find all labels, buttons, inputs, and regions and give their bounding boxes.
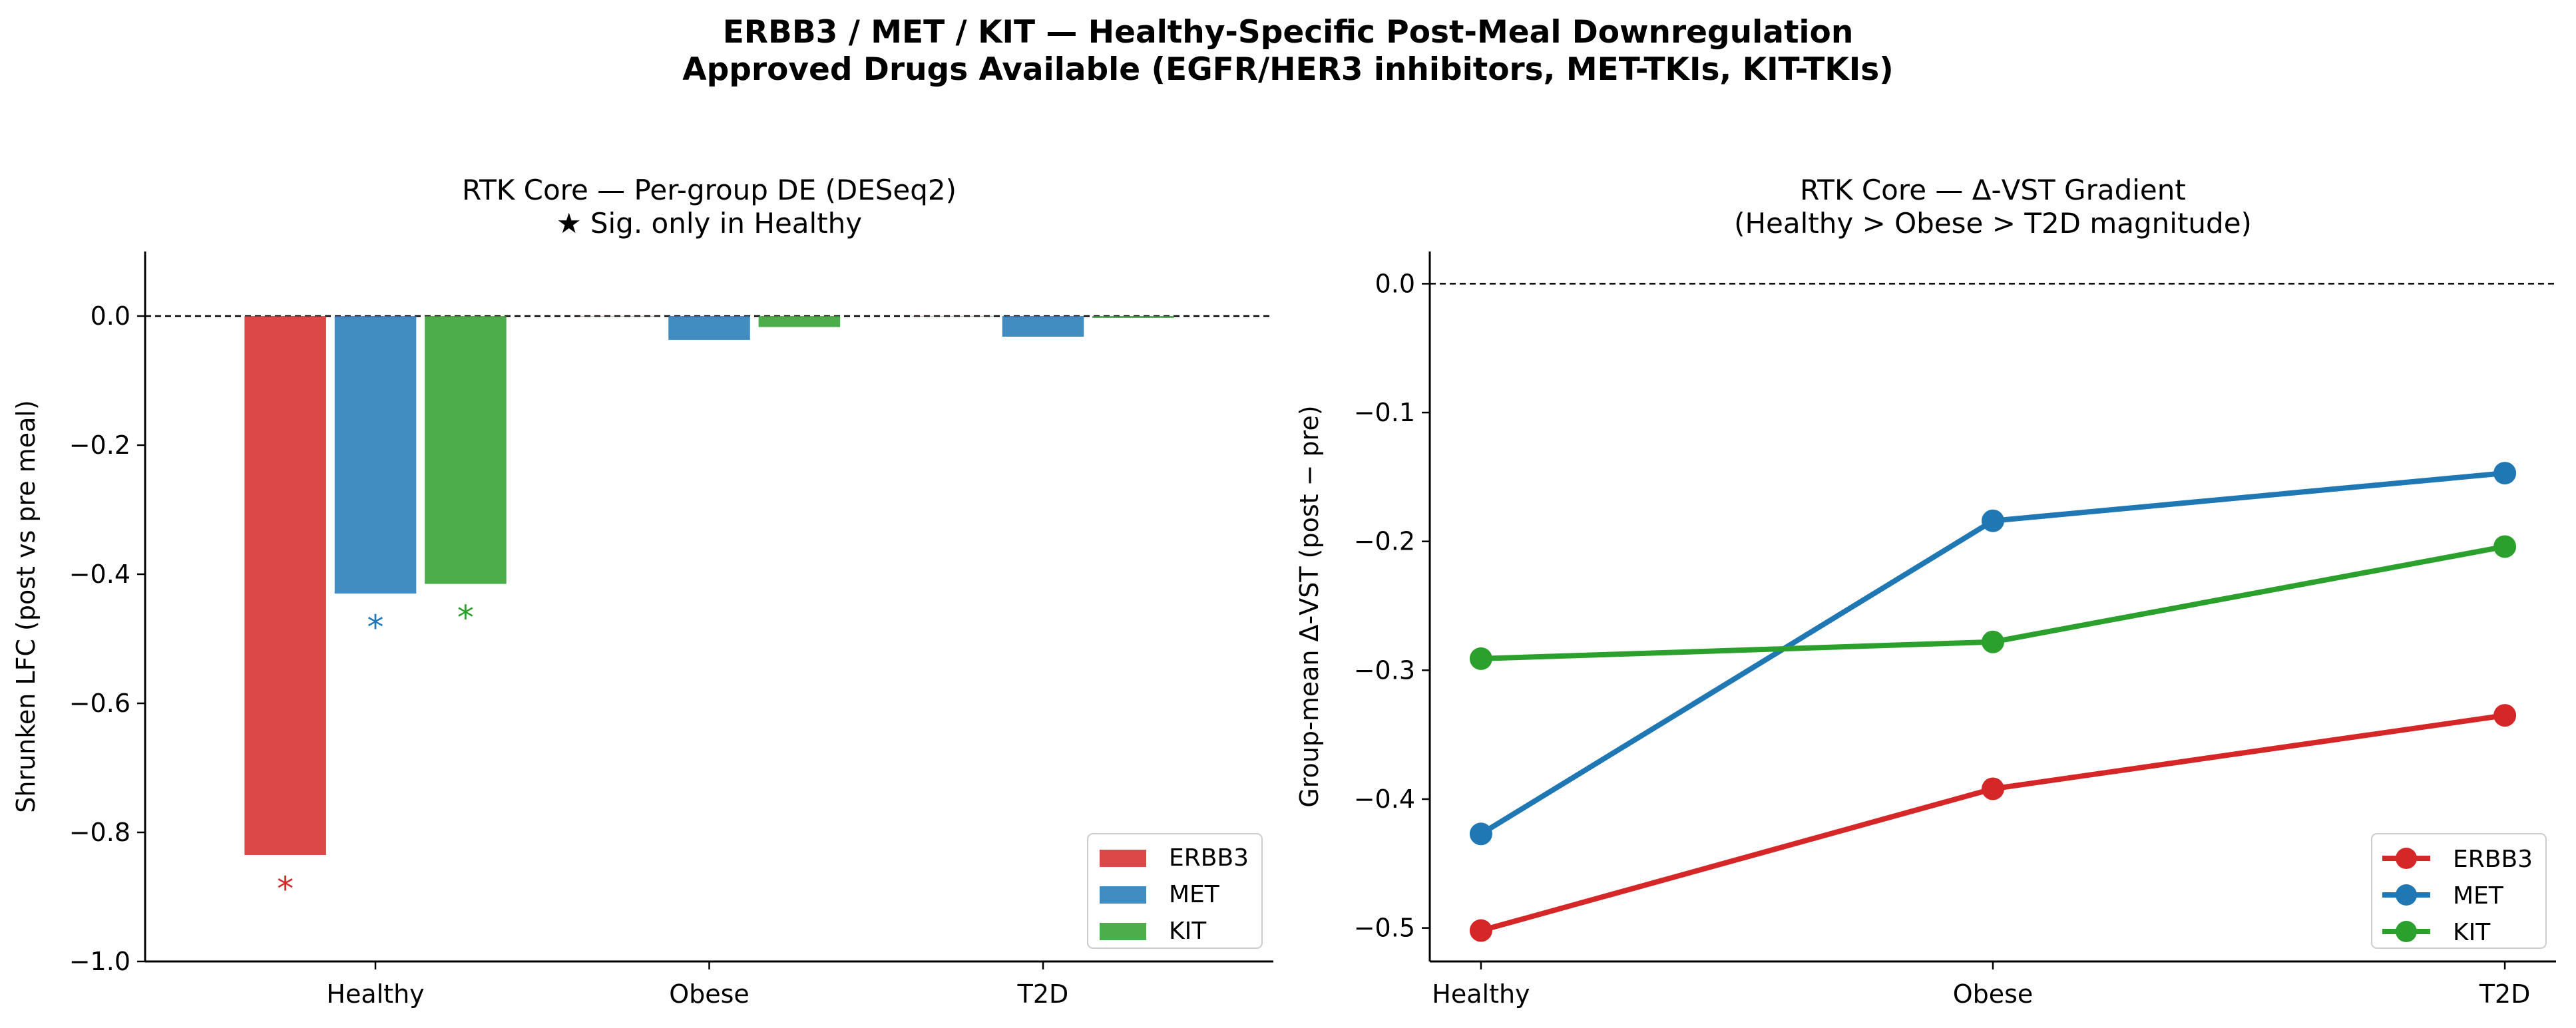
line-chart-panel: RTK Core — Δ-VST Gradient(Healthy > Obes…	[1295, 174, 2556, 1009]
x-tick-label: Healthy	[326, 979, 424, 1009]
point-met-obese	[1982, 509, 2004, 532]
x-tick-label: Obese	[669, 979, 750, 1009]
bar-kit-t2d	[1092, 316, 1174, 318]
suptitle-line-1: ERBB3 / MET / KIT — Healthy-Specific Pos…	[723, 14, 1854, 51]
y-tick-label: −0.1	[1354, 398, 1415, 427]
legend-label-kit: KIT	[2453, 919, 2491, 946]
bar-kit-obese	[758, 316, 841, 327]
legend-label-erbb3: ERBB3	[1169, 844, 1249, 872]
suptitle-line-2: Approved Drugs Available (EGFR/HER3 inhi…	[682, 51, 1893, 88]
point-erbb3-t2d	[2493, 704, 2517, 727]
point-kit-healthy	[1469, 647, 1492, 670]
y-tick-label: −0.5	[1354, 914, 1415, 943]
legend-label-kit: KIT	[1169, 918, 1207, 945]
legend-label-met: MET	[1169, 881, 1220, 908]
point-kit-t2d	[2493, 535, 2517, 558]
legend-marker-met	[2396, 884, 2417, 906]
panel-title-line-1: RTK Core — Δ-VST Gradient	[1800, 174, 2186, 206]
point-met-healthy	[1469, 822, 1492, 846]
legend-label-met: MET	[2453, 882, 2504, 910]
significance-asterisk: *	[457, 599, 474, 637]
x-tick-label: T2D	[2479, 979, 2531, 1009]
y-tick-label: −0.8	[69, 818, 130, 847]
bar-chart-panel: RTK Core — Per-group DE (DESeq2)★ Sig. o…	[11, 174, 1273, 1009]
x-tick-label: Obese	[1953, 979, 2034, 1009]
point-met-t2d	[2493, 462, 2517, 485]
panel-title-line-1: RTK Core — Per-group DE (DESeq2)	[462, 174, 957, 206]
bar-erbb3-obese	[578, 316, 660, 317]
y-axis-label: Shrunken LFC (post vs pre meal)	[11, 400, 41, 813]
y-axis-label: Group-mean Δ-VST (post − pre)	[1295, 405, 1324, 807]
legend-marker-kit	[2396, 921, 2417, 942]
bar-erbb3-t2d	[912, 316, 994, 317]
significance-asterisk: *	[367, 608, 384, 647]
x-tick-label: Healthy	[1432, 979, 1530, 1009]
panel-title-line-2: (Healthy > Obese > T2D magnitude)	[1734, 207, 2252, 240]
bar-erbb3-healthy	[244, 316, 326, 855]
legend-label-erbb3: ERBB3	[2453, 846, 2533, 873]
panel-title-line-2: ★ Sig. only in Healthy	[556, 207, 862, 240]
series-line-erbb3	[1478, 713, 2508, 934]
point-erbb3-obese	[1982, 777, 2004, 800]
point-erbb3-healthy	[1469, 919, 1492, 942]
legend-marker-erbb3	[2396, 848, 2417, 869]
legend-swatch-met	[1100, 886, 1146, 904]
point-kit-obese	[1982, 630, 2004, 653]
y-tick-label: −0.6	[69, 689, 130, 718]
bar-met-healthy	[334, 316, 417, 594]
y-tick-label: −0.2	[69, 430, 130, 460]
x-tick-label: T2D	[1017, 979, 1069, 1009]
bar-met-obese	[668, 316, 750, 340]
y-tick-label: −0.3	[1354, 655, 1415, 685]
y-tick-label: 0.0	[1375, 269, 1415, 298]
bar-met-t2d	[1002, 316, 1084, 337]
y-tick-label: 0.0	[91, 301, 130, 331]
significance-asterisk: *	[277, 870, 294, 908]
bar-kit-healthy	[425, 316, 507, 584]
y-tick-label: −1.0	[69, 947, 130, 976]
y-tick-label: −0.2	[1354, 527, 1415, 556]
y-tick-label: −0.4	[69, 560, 130, 589]
legend-swatch-erbb3	[1100, 850, 1146, 867]
legend-swatch-kit	[1100, 923, 1146, 940]
y-tick-label: −0.4	[1354, 784, 1415, 814]
